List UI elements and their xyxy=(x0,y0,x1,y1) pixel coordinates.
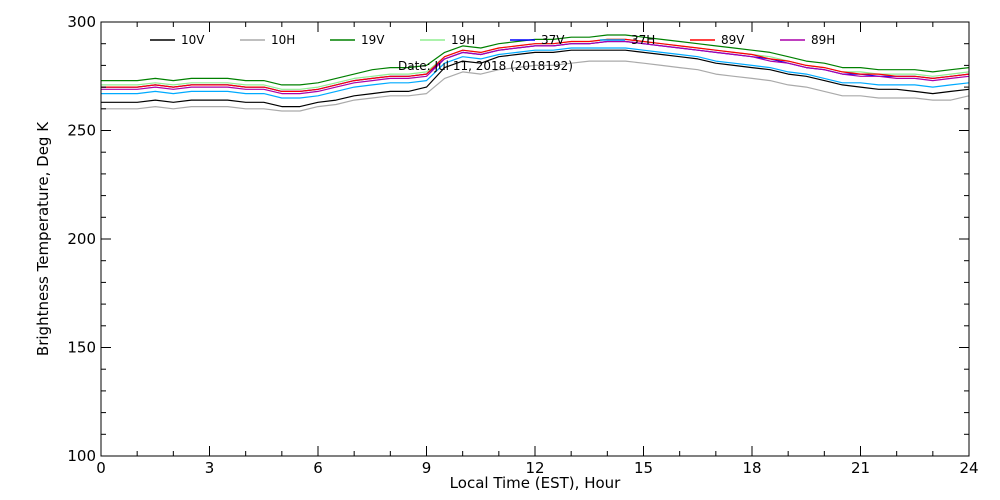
series-line-37h xyxy=(101,47,970,99)
x-tick-label: 21 xyxy=(851,459,870,477)
x-tick-label: 3 xyxy=(205,459,215,477)
y-tick-label: 250 xyxy=(67,122,96,140)
y-tick-label: 200 xyxy=(67,230,96,248)
y-tick-label: 150 xyxy=(67,339,96,357)
x-tick-label: 12 xyxy=(525,459,544,477)
x-tick-label: 9 xyxy=(422,459,432,477)
legend-label-89h: 89H xyxy=(811,33,835,47)
x-tick-label: 15 xyxy=(634,459,653,477)
legend-label-10h: 10H xyxy=(271,33,295,47)
legend: 10V 10H 19V 19H 37V 37H 89V 89H xyxy=(150,33,835,47)
legend-label-37h: 37H xyxy=(631,33,655,47)
legend-label-19h: 19H xyxy=(451,33,475,47)
series-line-89h xyxy=(101,40,970,95)
series-line-10h xyxy=(101,60,970,112)
x-tick-label: 0 xyxy=(96,459,106,477)
x-axis-title: Local Time (EST), Hour xyxy=(450,474,621,492)
y-tick-label: 100 xyxy=(67,447,96,465)
ticks-layer: 0 3 6 9 12 15 18 21 24 100 150 200 250 300 xyxy=(67,13,978,477)
x-tick-label: 24 xyxy=(959,459,978,477)
y-tick-label: 300 xyxy=(67,13,96,31)
series-line-89v xyxy=(101,38,970,93)
y-axis-title: Brightness Temperature, Deg K xyxy=(34,121,52,356)
legend-label-10v: 10V xyxy=(181,33,205,47)
x-tick-label: 18 xyxy=(742,459,761,477)
series-line-10v xyxy=(101,49,970,108)
legend-label-89v: 89V xyxy=(721,33,745,47)
x-tick-label: 6 xyxy=(313,459,323,477)
legend-label-19v: 19V xyxy=(361,33,385,47)
legend-label-37v: 37V xyxy=(541,33,565,47)
date-annotation: Date: Jul 11, 2018 (2018192) xyxy=(398,59,573,73)
